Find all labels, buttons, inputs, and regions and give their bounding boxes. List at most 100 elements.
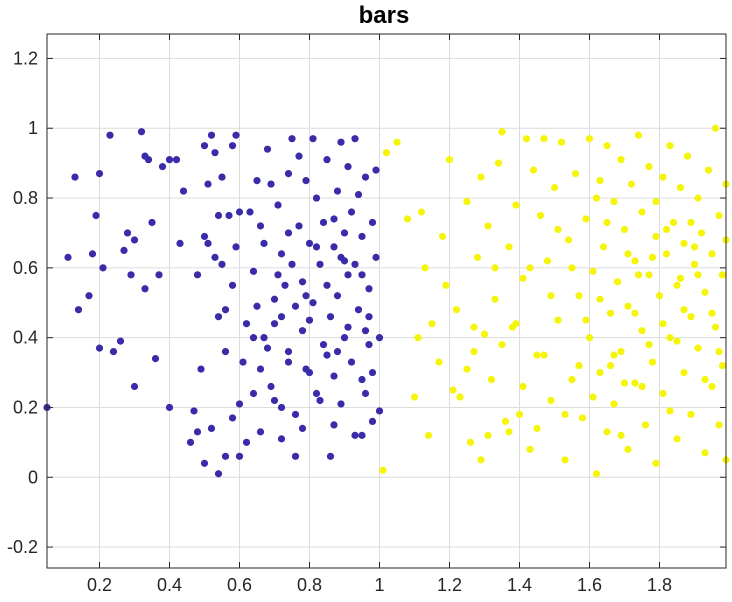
scatter-point: [207, 131, 216, 139]
scatter-point: [547, 396, 555, 405]
scatter-point: [239, 358, 247, 366]
scatter-point: [368, 218, 377, 227]
scatter-point: [449, 386, 457, 394]
scatter-point: [305, 239, 314, 248]
scatter-point: [491, 295, 499, 303]
scatter-point: [617, 431, 625, 439]
scatter-point: [225, 211, 233, 220]
scatter-point: [312, 243, 321, 251]
scatter-point: [519, 382, 527, 391]
scatter-point: [340, 229, 349, 237]
scatter-point: [634, 271, 643, 279]
scatter-point: [662, 225, 671, 234]
scatter-point: [708, 250, 716, 258]
scatter-point: [151, 354, 160, 363]
scatter-point: [235, 452, 244, 460]
scatter-point: [298, 278, 307, 286]
scatter-point: [249, 389, 258, 398]
scatter-point: [295, 222, 303, 230]
scatter-point: [568, 375, 576, 384]
scatter-point: [603, 428, 611, 436]
scatter-point: [540, 135, 548, 143]
scatter-point: [561, 410, 569, 419]
scatter-point: [484, 222, 492, 230]
scatter-point: [200, 459, 209, 467]
grid-lines: [47, 34, 726, 568]
scatter-point: [596, 176, 604, 185]
scatter-point: [683, 152, 692, 160]
scatter-point: [529, 166, 538, 174]
scatter-point: [141, 285, 149, 293]
scatter-point: [214, 211, 223, 220]
scatter-point: [246, 208, 254, 216]
scatter-point: [715, 211, 723, 220]
scatter-point: [309, 135, 317, 143]
scatter-point: [445, 156, 454, 164]
scatter-point: [211, 149, 219, 157]
scatter-point: [274, 201, 282, 209]
y-tick-label: 0.2: [13, 397, 38, 417]
scatter-point: [603, 142, 611, 150]
scatter-point: [638, 382, 646, 391]
scatter-point: [277, 313, 286, 321]
scatter-point: [361, 173, 370, 181]
scatter-point: [277, 435, 286, 443]
scatter-point: [473, 253, 482, 261]
scatter-point: [477, 456, 485, 464]
scatter-point: [358, 431, 366, 439]
scatter-point: [123, 229, 132, 237]
scatter-point: [291, 302, 300, 310]
scatter-point: [652, 232, 660, 241]
scatter-point: [613, 278, 622, 286]
scatter-point: [249, 334, 258, 342]
scatter-point: [172, 156, 181, 164]
scatter-point: [452, 306, 461, 314]
scatter-point: [347, 208, 356, 216]
scatter-point: [232, 131, 240, 139]
scatter-point: [564, 236, 573, 244]
scatter-point: [330, 372, 338, 380]
scatter-point: [312, 389, 321, 398]
scatter-point: [557, 138, 566, 146]
scatter-point: [585, 135, 594, 143]
scatter-point: [610, 400, 618, 408]
scatter-point: [337, 138, 345, 146]
chart-title: bars: [359, 2, 410, 29]
scatter-point: [179, 187, 188, 195]
scatter-point: [470, 348, 478, 356]
scatter-point: [690, 243, 699, 251]
scatter-point: [214, 313, 223, 321]
scatter-point: [424, 431, 433, 439]
scatter-point: [95, 344, 104, 352]
scatter-point: [242, 438, 251, 446]
x-tick-label: 1.8: [647, 575, 672, 595]
scatter-point: [316, 260, 324, 268]
scatter-point: [333, 187, 342, 195]
scatter-point: [319, 341, 328, 349]
scatter-point: [267, 180, 275, 188]
scatter-point: [610, 351, 618, 359]
scatter-point: [270, 396, 279, 405]
scatter-point: [148, 218, 156, 227]
scatter-point: [596, 295, 604, 303]
scatter-point: [85, 292, 93, 300]
scatter-point: [592, 470, 601, 478]
scatter-point: [596, 368, 604, 377]
scatter-point: [284, 348, 293, 356]
scatter-point: [130, 236, 139, 244]
scatter-point: [526, 264, 534, 272]
scatter-point: [120, 246, 128, 254]
scatter-point: [361, 327, 370, 335]
scatter-point: [221, 306, 230, 314]
scatter-point: [193, 428, 202, 436]
scatter-point: [263, 145, 272, 153]
scatter-point: [158, 163, 167, 171]
scatter-point: [260, 334, 268, 342]
scatter-point: [372, 166, 380, 174]
scatter-point: [659, 320, 667, 328]
scatter-point: [687, 313, 695, 321]
scatter-point: [610, 197, 618, 206]
scatter-point: [71, 173, 79, 181]
scatter-point: [673, 281, 681, 289]
